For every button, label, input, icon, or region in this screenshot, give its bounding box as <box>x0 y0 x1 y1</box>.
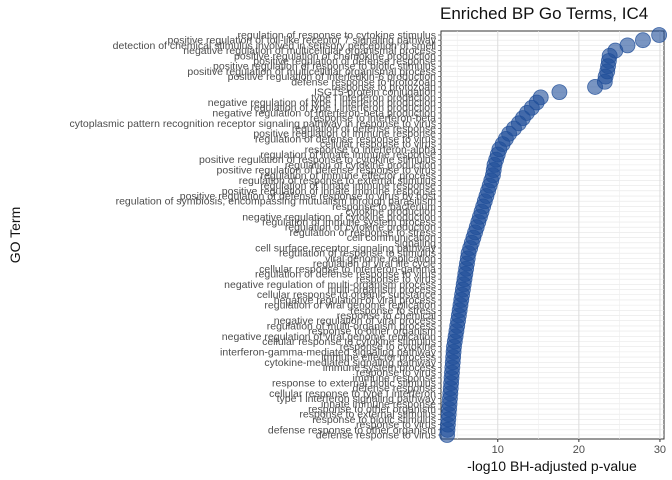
y-tick-label: type I interferon production <box>311 92 436 104</box>
y-tick-label: response to external stimulus <box>299 409 436 421</box>
y-tick-label: regulation of viral life cycle <box>313 258 436 270</box>
y-tick-label: cellular response to cytokine stimulus <box>262 336 436 348</box>
y-tick-label: regulation of type I interferon producti… <box>250 102 436 114</box>
x-tick-labels: 10 20 30 <box>492 439 666 456</box>
y-tick-label: regulation of symbiosis, encompassing mu… <box>116 196 437 208</box>
y-tick-label: innate immune response <box>321 398 436 410</box>
y-tick-label: ISG15-protein conjugation <box>314 87 436 99</box>
y-tick-label: response to interferon-alpha <box>305 144 436 156</box>
x-axis-title: -log10 BH-adjusted p-value <box>467 458 637 474</box>
y-tick-label: positive regulation of chemokine product… <box>234 50 436 62</box>
y-tick-label: regulation of defense response to virus <box>255 268 436 280</box>
y-tick-label: regulation of response to stimulus <box>279 248 436 260</box>
y-tick-label: negative regulation of viral process <box>274 294 436 306</box>
y-tick-label: response to cytokine <box>340 341 436 353</box>
data-point <box>532 89 549 106</box>
y-tick-label: cellular response to interferon-gamma <box>259 263 436 275</box>
y-tick-label: response to external biotic stimulus <box>272 378 436 390</box>
y-tick-label: cytokine production <box>346 206 437 218</box>
y-tick-label: cellular response to virus <box>320 139 436 151</box>
y-tick-label: defense response to other organism <box>268 424 436 436</box>
y-tick-label: cytokine-mediated signaling pathway <box>264 357 436 369</box>
y-tick-label: cytoplasmic pattern recognition receptor… <box>69 118 436 130</box>
y-tick-label: interferon-gamma-mediated signaling path… <box>220 346 437 358</box>
data-point <box>551 84 568 101</box>
data-point <box>619 37 636 54</box>
y-tick-label: response to chemical <box>337 310 436 322</box>
y-tick-label: negative regulation of viral process <box>274 315 436 327</box>
y-tick-label: immune effector process <box>321 352 436 364</box>
y-tick-label: viral genome replication <box>325 253 436 265</box>
y-tick-label: positive regulation of response to cytok… <box>199 154 436 166</box>
y-tick-label: regulation of viral genome replication <box>264 300 436 312</box>
y-tick-label: cellular response to type I interferon <box>269 388 436 400</box>
y-tick-label: positive regulation of interleukin-6 pro… <box>228 71 437 83</box>
y-tick-label: regulation of immune effector process <box>261 170 436 182</box>
chart-title: Enriched BP Go Terms, IC4 <box>440 4 648 23</box>
y-tick-label: negative regulation of interferon-beta p… <box>212 107 436 119</box>
y-tick-label: positive regulation of innate immune res… <box>222 185 436 197</box>
x-tick-label: 10 <box>492 444 504 456</box>
y-tick-label: positive regulation of immune response <box>253 128 436 140</box>
y-tick-labels: regulation of response to cytokine stimu… <box>69 30 441 442</box>
y-tick-label: regulation of innate immune response <box>260 149 436 161</box>
y-tick-label: response to stress <box>350 305 436 317</box>
y-tick-label: positive regulation of defense response … <box>180 191 436 203</box>
y-tick-label: response to interferon-beta <box>310 113 436 125</box>
y-tick-label: regulation of immune system process <box>262 217 436 229</box>
x-tick-label: 20 <box>573 444 585 456</box>
y-tick-label: response to virus <box>356 367 436 379</box>
y-tick-label: positive regulation of defense response … <box>217 165 436 177</box>
y-tick-label: regulation of response to cytokine stimu… <box>238 30 436 42</box>
y-tick-label: regulation of innate immune response <box>260 180 436 192</box>
y-tick-label: multi-organism process <box>327 284 436 296</box>
y-tick-label: negative regulation of cytokine producti… <box>242 211 436 223</box>
y-tick-label: regulation of defense response to virus <box>255 133 436 145</box>
y-tick-label: response to virus <box>356 419 436 431</box>
y-tick-label: response to protozoan <box>332 81 437 93</box>
data-point <box>635 32 651 49</box>
y-tick-label: immune system process <box>323 362 436 374</box>
y-tick-label: negative regulation of multi-organism pr… <box>224 279 436 291</box>
y-tick-label: negative regulation of viral genome repl… <box>222 331 436 343</box>
y-tick-label: defense response to virus <box>316 430 436 442</box>
y-tick-label: regulation of defense response <box>292 123 436 135</box>
y-tick-label: cellular response to organic substance <box>257 289 436 301</box>
x-tick-label: 30 <box>654 444 666 456</box>
y-tick-label: response to biotic stimulus <box>312 414 436 426</box>
y-tick-label: immune response <box>353 372 437 384</box>
y-tick-label: defense response <box>353 383 437 395</box>
y-tick-label: positive regulation of response to bioti… <box>213 61 436 73</box>
y-tick-label: detection of chemical stimulus involved … <box>113 40 436 52</box>
y-tick-label: regulation of cytokine production <box>285 222 436 234</box>
y-tick-label: positive regulation of defense response <box>253 55 436 67</box>
data-point <box>651 27 668 43</box>
y-tick-label: positive regulation of multicellular org… <box>187 66 436 78</box>
y-axis-title: GO Term <box>7 207 23 264</box>
y-tick-label: negative regulation of type I interferon… <box>208 97 436 109</box>
data-points <box>439 27 668 443</box>
y-tick-label: cell communication <box>347 232 436 244</box>
y-tick-label: type I interferon signaling pathway <box>277 393 437 405</box>
y-tick-label: response to other organism <box>308 326 436 338</box>
y-tick-label: response to other organism <box>308 404 436 416</box>
y-tick-label: regulation of response to stress <box>290 227 437 239</box>
y-tick-label: regulation of response to external stimu… <box>239 175 436 187</box>
y-tick-label: regulation of cytokine production <box>285 159 436 171</box>
y-tick-label: response to bacterium <box>332 201 436 213</box>
y-tick-label: negative regulation of multicellular org… <box>183 45 436 57</box>
y-tick-label: signaling <box>395 237 437 249</box>
y-tick-label: regulation of multi-organism process <box>267 320 436 332</box>
y-tick-label: positive regulation of toll-like recepto… <box>168 35 437 47</box>
y-tick-label: response to virus <box>356 274 436 286</box>
y-tick-label: cell surface receptor signaling pathway <box>255 242 437 254</box>
y-tick-label: defense response to protozoan <box>291 76 436 88</box>
